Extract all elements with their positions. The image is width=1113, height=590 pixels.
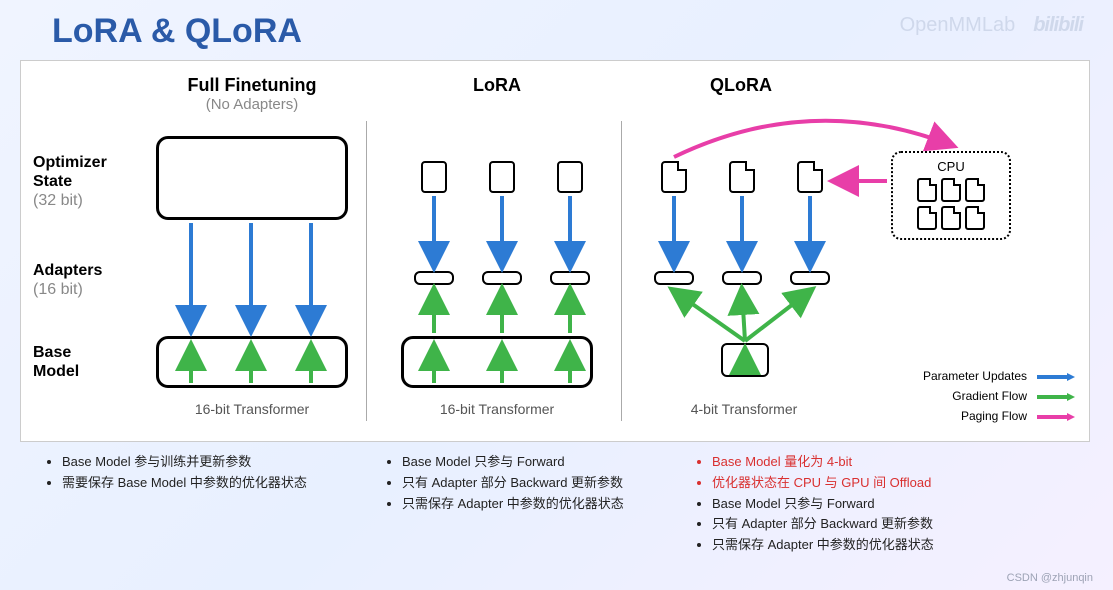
legend-row-param: Parameter Updates — [923, 369, 1075, 383]
bili-watermark: bilibili — [1033, 14, 1083, 37]
note-qlora-5: 只需保存 Adapter 中参数的优化器状态 — [712, 535, 1030, 556]
legend-arrow-magenta-icon — [1035, 411, 1075, 421]
brand-watermark: OpenMMLab — [900, 14, 1016, 37]
legend: Parameter Updates Gradient Flow Paging F… — [923, 363, 1075, 423]
note-full-1: Base Model 参与训练并更新参数 — [62, 452, 360, 473]
footer-watermark: CSDN @zhjunqin — [1007, 572, 1093, 584]
note-qlora-4: 只有 Adapter 部分 Backward 更新参数 — [712, 514, 1030, 535]
legend-label-param: Parameter Updates — [923, 369, 1027, 383]
legend-label-gradient: Gradient Flow — [952, 389, 1027, 403]
note-lora-2: 只有 Adapter 部分 Backward 更新参数 — [402, 473, 680, 494]
page-title: LoRA & QLoRA — [52, 12, 302, 51]
watermark-top: OpenMMLab bilibili — [900, 14, 1083, 37]
legend-arrow-blue-icon — [1035, 371, 1075, 381]
notes-qlora: Base Model 量化为 4-bit 优化器状态在 CPU 与 GPU 间 … — [690, 452, 1030, 556]
legend-label-paging: Paging Flow — [961, 409, 1027, 423]
legend-row-gradient: Gradient Flow — [923, 389, 1075, 403]
legend-row-paging: Paging Flow — [923, 409, 1075, 423]
legend-arrow-green-icon — [1035, 391, 1075, 401]
note-lora-1: Base Model 只参与 Forward — [402, 452, 680, 473]
note-lora-3: 只需保存 Adapter 中参数的优化器状态 — [402, 494, 680, 515]
note-full-2: 需要保存 Base Model 中参数的优化器状态 — [62, 473, 360, 494]
notes-full: Base Model 参与训练并更新参数 需要保存 Base Model 中参数… — [40, 452, 360, 494]
notes-lora: Base Model 只参与 Forward 只有 Adapter 部分 Bac… — [380, 452, 680, 514]
diagram-container: Full Finetuning (No Adapters) LoRA QLoRA… — [20, 60, 1090, 442]
note-qlora-1: Base Model 量化为 4-bit — [712, 452, 1030, 473]
note-qlora-3: Base Model 只参与 Forward — [712, 494, 1030, 515]
note-qlora-2: 优化器状态在 CPU 与 GPU 间 Offload — [712, 473, 1030, 494]
